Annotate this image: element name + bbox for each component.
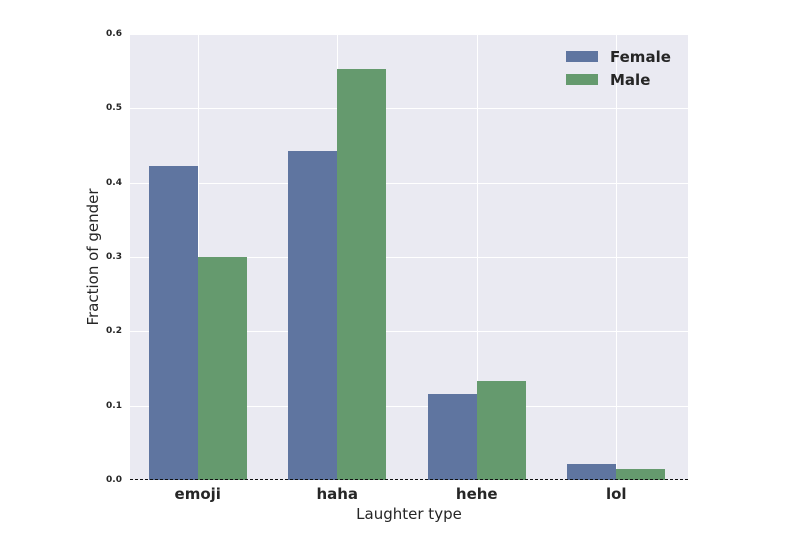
y-tick-label: 0.2 xyxy=(106,326,122,337)
y-tick-label: 0.0 xyxy=(106,475,122,485)
legend-item-male: Male xyxy=(566,68,671,91)
y-axis-label: Fraction of gender xyxy=(84,188,102,326)
gridline-v xyxy=(476,34,478,480)
gridline-h xyxy=(130,405,688,407)
legend: Female Male xyxy=(566,45,671,91)
legend-swatch xyxy=(566,51,598,62)
bar-haha-male xyxy=(337,68,387,480)
y-tick-label: 0.5 xyxy=(106,103,122,114)
x-tick-label: emoji xyxy=(174,485,221,503)
bar-hehe-female xyxy=(427,393,477,480)
gridline-v xyxy=(616,34,618,480)
legend-item-female: Female xyxy=(566,45,671,68)
x-tick-label: haha xyxy=(316,485,359,503)
legend-label: Male xyxy=(610,70,651,89)
gridline-h xyxy=(130,34,688,35)
bar-lol-male xyxy=(616,468,666,480)
gridline-h xyxy=(130,182,688,184)
legend-swatch xyxy=(566,74,598,85)
zero-baseline xyxy=(130,479,688,480)
gridline-h xyxy=(130,257,688,258)
y-tick-label: 0.6 xyxy=(106,29,122,39)
bar-emoji-female xyxy=(148,165,198,480)
plot-area xyxy=(130,34,688,480)
bar-emoji-male xyxy=(197,257,247,480)
y-tick-label: 0.4 xyxy=(106,177,122,188)
bar-haha-female xyxy=(288,150,338,480)
legend-label: Female xyxy=(610,47,671,66)
gridline-h xyxy=(130,331,688,333)
y-tick-label: 0.1 xyxy=(106,400,122,411)
x-tick-label: lol xyxy=(605,485,627,503)
gridline-h xyxy=(130,108,688,110)
x-axis-label: Laughter type xyxy=(356,505,462,523)
bar-hehe-male xyxy=(476,381,526,480)
y-tick-label: 0.3 xyxy=(106,252,122,262)
x-tick-label: hehe xyxy=(455,485,498,503)
bar-lol-female xyxy=(567,463,617,480)
